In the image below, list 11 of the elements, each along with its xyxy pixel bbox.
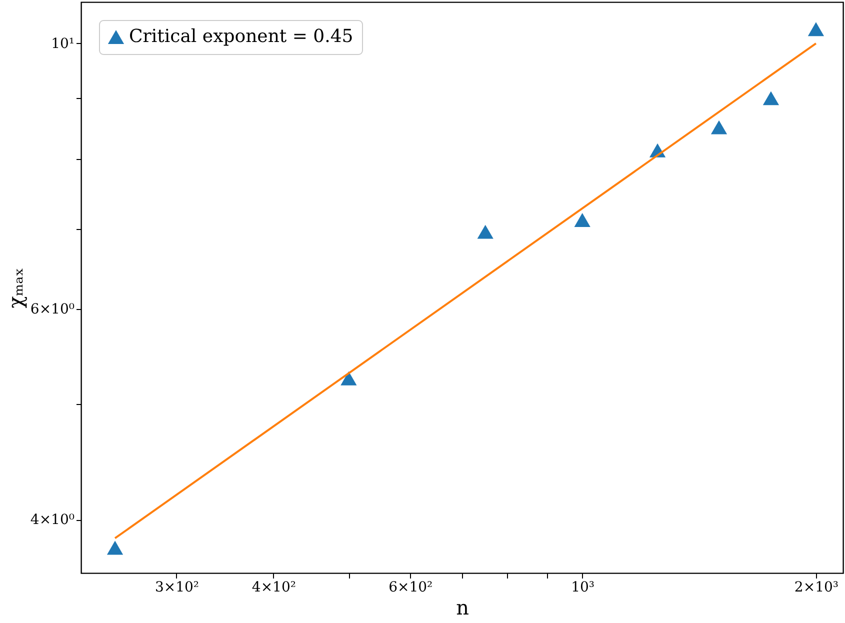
x-tick-label: 2×10³	[794, 580, 839, 596]
x-axis-title: n	[456, 596, 470, 620]
x-tick-label: 6×10²	[388, 580, 433, 596]
x-tick-label: 3×10²	[154, 580, 200, 596]
y-tick-label: 6×10⁰	[30, 301, 75, 318]
x-tick-label: 10³	[571, 580, 595, 596]
legend-label: Critical exponent = 0.45	[129, 26, 354, 47]
y-tick-label: 4×10⁰	[30, 512, 75, 528]
x-tick-label: 4×10²	[252, 580, 296, 596]
y-axis-title: χₘₐₓ	[3, 268, 28, 308]
y-tick-label: 10¹	[51, 36, 74, 52]
